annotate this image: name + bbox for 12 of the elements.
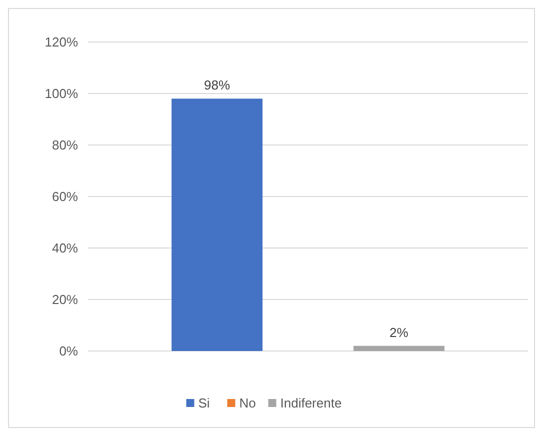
legend-label: Si <box>198 396 210 411</box>
data-label: 2% <box>390 324 409 340</box>
y-tick-label: 20% <box>52 292 78 308</box>
y-tick-label: 120% <box>44 34 78 50</box>
y-tick-label: 40% <box>52 240 78 256</box>
y-tick-label: 80% <box>52 138 78 153</box>
y-tick-label: 100% <box>44 86 78 102</box>
legend-label: Indiferente <box>280 396 342 411</box>
y-tick-label: 0% <box>59 344 78 359</box>
y-tick-label: 60% <box>52 189 78 204</box>
legend-label: No <box>239 396 256 411</box>
data-label: 98% <box>204 78 230 93</box>
